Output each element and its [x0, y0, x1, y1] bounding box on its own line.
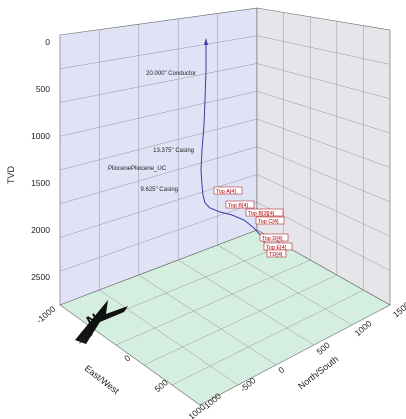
- well-name-label: PliocenePliocene_UC: [108, 166, 167, 172]
- x-tick-label: -1000: [34, 304, 57, 326]
- marker-label: Top C[4]: [258, 219, 279, 225]
- marker-box: [266, 249, 287, 258]
- casing-label: 20.000" Conductor: [146, 71, 196, 77]
- marker-label: Top A[4]: [216, 189, 236, 195]
- x-tick-label: 0: [122, 353, 132, 364]
- z-tick-label: 1000: [31, 131, 50, 141]
- y-tick-label: 1500: [391, 300, 406, 320]
- north-arrow-icon: [75, 300, 128, 344]
- z-tick-label: 2500: [31, 272, 50, 282]
- marker-box: [213, 186, 243, 195]
- marker-label: Top E[4]: [266, 245, 287, 251]
- north-compass: N: [75, 300, 128, 344]
- floor-plane: [59, 229, 391, 406]
- z-tick-label: 0: [45, 37, 50, 47]
- marker-label: Top B[4]: [228, 203, 249, 209]
- marker-box: [225, 200, 255, 209]
- marker-box: [245, 208, 284, 217]
- well-head-arrow-icon: [204, 38, 208, 45]
- z-tick-label: 2000: [31, 225, 50, 235]
- z-axis-title: TVD: [6, 165, 16, 184]
- x-axis-title: East/West: [83, 363, 122, 396]
- marker-box: [255, 216, 285, 225]
- casing-label: 9.625" Casing: [141, 187, 179, 193]
- grid-lines: [59, 12, 391, 386]
- y-tick-label: 0: [276, 364, 286, 375]
- z-tick-label: 1500: [31, 178, 50, 188]
- marker-box: [259, 233, 289, 242]
- well-trajectory-line: [200, 42, 270, 257]
- z-tick-label: 500: [36, 84, 50, 94]
- marker-label: Top B[3][4]: [248, 211, 275, 217]
- y-axis-title: North/South: [296, 354, 340, 391]
- casing-label: 13.375" Casing: [153, 148, 194, 154]
- marker-label: TD[4]: [269, 252, 283, 258]
- marker-label: Top D[4]: [262, 236, 283, 242]
